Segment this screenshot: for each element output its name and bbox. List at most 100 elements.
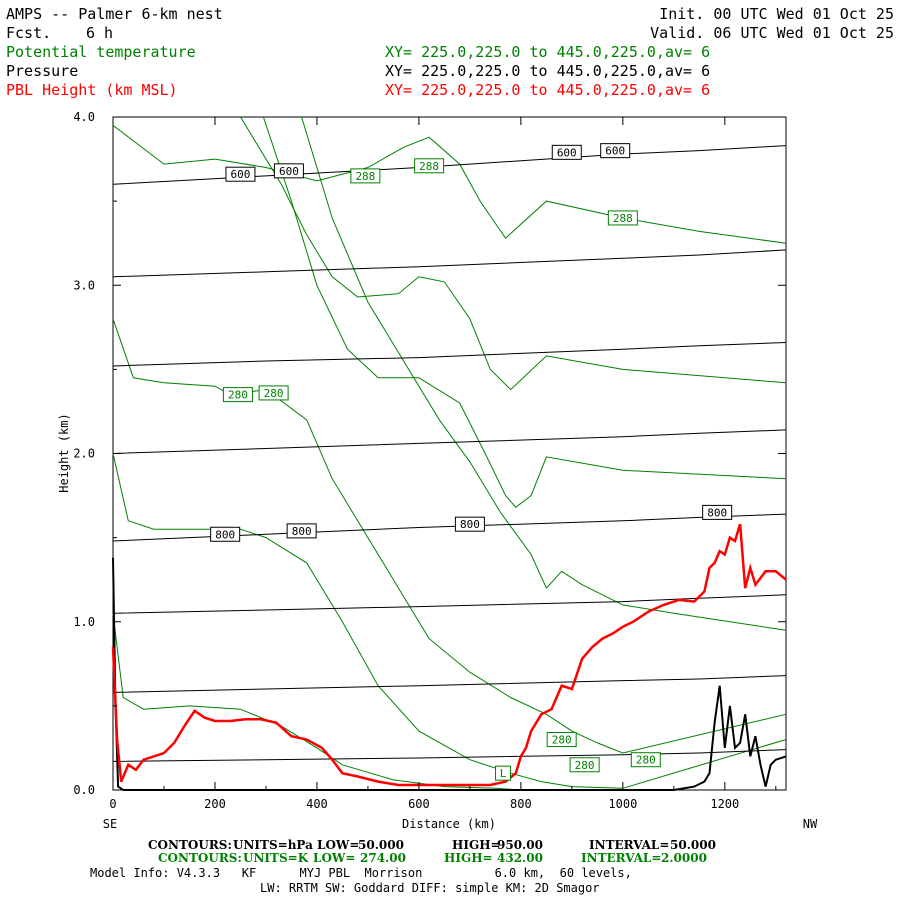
x-tick-label-1: 200	[204, 797, 226, 811]
pressure-label-4-box	[210, 526, 241, 542]
footer-p-low-val: 50.000	[358, 838, 404, 852]
theta-label-5: 280	[552, 734, 572, 747]
footer-t-high: HIGH=	[444, 851, 493, 865]
y-tick-label-0: 0.0	[73, 783, 95, 797]
pressure-label-1: 600	[279, 165, 299, 178]
y-tick-label-1: 1.0	[73, 615, 95, 629]
plot-frame	[112, 116, 787, 791]
footer-t-label: CONTOURS:	[158, 851, 242, 865]
footer-p-high: HIGH=	[452, 838, 501, 852]
footer-t-interval-val: 2.0000	[661, 851, 707, 865]
pbl-height-series	[111, 523, 787, 787]
pressure-label-3: 600	[605, 145, 625, 158]
theta-label-3: 280	[228, 389, 248, 402]
field-theta-xy: XY= 225.0,225.0 to 445.0,225.0,av= 6	[385, 43, 710, 61]
pressure-label-0: 600	[231, 168, 251, 181]
pressure-label-5: 800	[292, 525, 312, 538]
theta-label-5-box	[546, 732, 577, 748]
field-pbl-xy: XY= 225.0,225.0 to 445.0,225.0,av= 6	[385, 81, 710, 99]
theta-label-7: 280	[636, 754, 656, 767]
x-tick-label-0: 0	[109, 797, 116, 811]
theta-label-4-box	[258, 385, 289, 401]
fcst-label: Fcst.	[6, 24, 51, 42]
pressure-label-3-box	[600, 143, 631, 159]
x-tick-label-4: 800	[510, 797, 532, 811]
theta-label-3-box	[222, 387, 253, 403]
axes: 0.0 1.0 2.0 3.0 4.0 0 200 400 600 800 1000 1200	[73, 110, 786, 811]
footer-t-units: UNITS=K	[243, 851, 309, 865]
x-tick-label-5: 1000	[608, 797, 637, 811]
x-tick-label-3: 600	[408, 797, 430, 811]
pressure-label-7-box	[702, 504, 733, 520]
pressure-label-2-box	[551, 144, 582, 160]
right-end-label: NW	[803, 817, 818, 831]
pressure-label-0-box	[225, 166, 256, 182]
x-axis-title: Distance (km)	[402, 817, 496, 831]
theta-label-1: 288	[419, 160, 439, 173]
pressure-contours	[112, 145, 787, 762]
footer-p-low: LOW=	[317, 838, 359, 852]
x-tick-label-2: 400	[306, 797, 328, 811]
footer-p-interval-val: 50.000	[670, 838, 716, 852]
footer-model-info-2: LW: RRTM SW: Goddard DIFF: simple KM: 2D…	[260, 881, 600, 895]
pressure-contour-650	[112, 249, 787, 278]
field-pbl-name: PBL Height (km MSL)	[6, 81, 178, 99]
y-axis-title: Height (km)	[57, 413, 71, 492]
pressure-label-2: 600	[557, 146, 577, 159]
low-marker-box	[495, 765, 512, 781]
pressure-label-4: 800	[215, 528, 235, 541]
pressure-label-1-box	[273, 163, 304, 179]
left-end-label: SE	[103, 817, 117, 831]
footer-p-label: CONTOURS:	[148, 838, 232, 852]
terrain-line	[112, 557, 787, 791]
pressure-contour-850	[112, 594, 787, 614]
footer-p-high-val: 950.00	[497, 838, 543, 852]
pressure-contour-700	[112, 342, 787, 367]
series-line-pbl-height	[111, 523, 787, 787]
pressure-contour-900	[112, 675, 787, 693]
footer-pressure-contours: CONTOURS: UNITS=hPa LOW= 50.000 HIGH= 95…	[148, 838, 716, 852]
fcst-value: 6 h	[86, 24, 113, 42]
theta-contour-276-6	[112, 613, 521, 791]
theta-contour-288-0	[112, 125, 787, 244]
theta-contour-278-5	[112, 453, 787, 789]
valid-time: Valid. 06 UTC Wed 01 Oct 25	[650, 24, 894, 42]
theta-contour-284-2	[262, 116, 787, 508]
theta-label-2: 288	[613, 212, 633, 225]
y-tick-label-3: 3.0	[73, 278, 95, 292]
init-time: Init. 00 UTC Wed 01 Oct 25	[659, 5, 894, 23]
theta-label-6: 280	[575, 759, 595, 772]
theta-label-7-box	[630, 752, 661, 768]
pressure-label-6-box	[454, 516, 485, 532]
theta-label-2-box	[607, 210, 638, 226]
pressure-label-5-box	[286, 523, 317, 539]
low-marker: L	[500, 767, 507, 780]
field-pressure-xy: XY= 225.0,225.0 to 445.0,225.0,av= 6	[385, 62, 710, 80]
pressure-contour-600	[112, 145, 787, 185]
theta-contours	[112, 116, 787, 791]
theta-label-6-box	[569, 757, 600, 773]
pressure-label-6: 800	[460, 518, 480, 531]
pressure-label-7: 800	[707, 506, 727, 519]
footer-p-interval: INTERVAL=	[589, 838, 669, 852]
footer-t-interval: INTERVAL=	[581, 851, 661, 865]
pressure-contour-950	[112, 749, 787, 762]
footer-theta-contours: CONTOURS: UNITS=K LOW= 274.00 HIGH= 432.…	[158, 851, 707, 865]
theta-contour-286-1	[240, 116, 787, 391]
theta-label-0: 288	[355, 170, 375, 183]
y-tick-label-2: 2.0	[73, 447, 95, 461]
pressure-contour-750	[112, 429, 787, 454]
field-pressure-name: Pressure	[6, 62, 78, 80]
theta-label-4: 280	[264, 387, 284, 400]
footer-p-units: UNITS=hPa	[233, 838, 313, 852]
theta-label-0-box	[350, 168, 381, 184]
field-theta-name: Potential temperature	[6, 43, 196, 61]
y-tick-label-4: 4.0	[73, 110, 95, 124]
terrain-profile	[112, 557, 787, 791]
footer-model-info: Model Info: V4.3.3 KF MYJ PBL Morrison 6…	[90, 866, 632, 880]
footer-t-high-val: 432.00	[497, 851, 543, 865]
theta-label-1-box	[414, 158, 445, 174]
x-tick-label-6: 1200	[710, 797, 739, 811]
